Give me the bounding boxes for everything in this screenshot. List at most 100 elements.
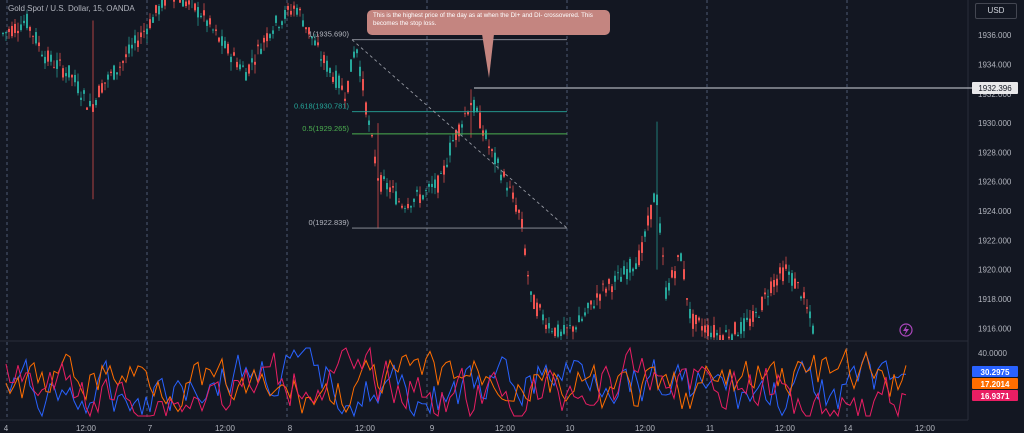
candle [704,318,706,339]
candle-body [656,194,658,206]
candle [668,278,670,296]
candle [338,73,340,95]
candle [545,318,547,334]
candle-body [776,278,778,286]
candle-body [443,165,445,175]
candle [491,148,493,158]
candle [344,92,346,109]
candle-body [440,173,442,175]
candle [263,35,265,51]
candle-body [17,30,19,34]
candle-body [209,18,211,25]
time-axis-tick: 9 [430,424,435,433]
candle [188,0,190,11]
candle-body [518,209,520,213]
candle [146,24,148,43]
candle [356,48,358,58]
candle-body [281,21,283,25]
candle-body [89,100,91,107]
candle [680,252,682,262]
candle-body [482,130,484,136]
candle-body [524,248,526,255]
candle [191,0,193,9]
candle [221,29,223,54]
candle [80,91,82,107]
candle-body [632,268,634,272]
candle [308,27,310,39]
candle-body [35,32,37,44]
candle [320,51,322,67]
candle-body [512,192,514,199]
candle-body [320,59,322,61]
candle-body [62,68,64,78]
candle [665,280,667,301]
candle-body [755,311,757,314]
candle-body [551,331,553,333]
candle-body [323,55,325,64]
candle [23,14,25,26]
candle [71,74,73,87]
candle [401,203,403,210]
time-axis-tick: 11 [706,424,715,433]
candle-body [200,15,202,18]
candle-body [716,332,718,336]
candle-body [758,316,760,318]
candle [533,293,535,310]
candle-body [587,302,589,309]
candle [593,300,595,310]
candle-body [806,307,808,309]
candle [449,135,451,163]
candle [257,39,259,55]
candle-body [431,183,433,187]
currency-button[interactable]: USD [975,3,1017,19]
annotation-note[interactable]: This is the highest price of the day as … [367,10,610,35]
candle-body [113,65,115,80]
candle-body [680,253,682,262]
candle-body [773,280,775,287]
candle-body [140,32,142,38]
candle-body [314,40,316,46]
candle [482,125,484,142]
candle-body [230,56,232,63]
candle [329,67,331,78]
candle-body [731,334,733,340]
candle [137,32,139,52]
candle [92,20,94,200]
candle [659,216,661,236]
candle [596,284,598,306]
candle-body [446,164,448,167]
candle [374,149,376,167]
time-axis-tick: 12:00 [915,424,936,433]
candle [362,71,364,97]
candle [398,197,400,204]
candle [578,306,580,323]
candle [584,307,586,318]
candle [488,139,490,155]
candle-body [212,29,214,31]
candle-body [107,74,109,80]
candle-body [626,269,628,280]
candle-body [149,19,151,29]
indicator-value-label: 16.9371 [981,392,1010,401]
candle [155,4,157,17]
candle-body [695,314,697,325]
candle-body [398,201,400,203]
candle-body [509,186,511,188]
candle-body [782,267,784,282]
candle-body [2,32,4,35]
candle [416,186,418,197]
candle [635,257,637,270]
candle-body [725,330,727,333]
candle [608,277,610,291]
candle-body [290,10,292,15]
candle-body [86,107,88,110]
candle-body [95,99,97,106]
candle-body [746,317,748,320]
candle-body [215,29,217,31]
candle [458,122,460,142]
candle-body [734,322,736,335]
candle [689,301,691,324]
candle-body [662,255,664,257]
price-axis-tick: 1922.000 [978,236,1012,245]
